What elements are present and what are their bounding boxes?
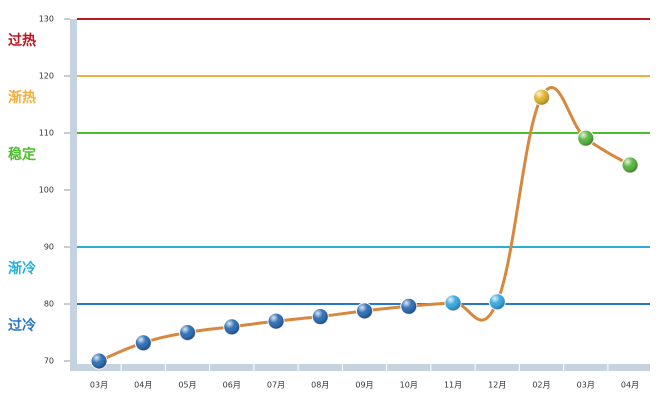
point-shine: [91, 353, 107, 369]
x-tick-label: 03月: [577, 381, 595, 390]
point-shine: [356, 302, 373, 319]
point-shine: [179, 324, 196, 341]
zone-label: 渐冷: [8, 260, 36, 277]
x-tick-label: 07月: [267, 381, 285, 390]
point-shine: [577, 130, 594, 147]
point-shine: [400, 298, 417, 315]
zone-label: 渐热: [8, 89, 36, 106]
point-shine: [445, 294, 461, 311]
y-tick-label: 100: [39, 186, 54, 195]
y-tick-label: 80: [44, 300, 54, 309]
point-shine: [312, 308, 329, 325]
x-axis-bar: [70, 364, 650, 371]
x-tick-label: 06月: [223, 381, 241, 390]
x-tick-label: 12月: [488, 381, 506, 390]
y-axis-bar: [70, 19, 77, 369]
point-shine: [533, 89, 550, 106]
zone-label: 过热: [8, 32, 36, 49]
zone-label: 过冷: [8, 317, 36, 334]
point-shine: [223, 318, 240, 335]
x-tick-label: 04月: [134, 381, 152, 390]
y-tick-label: 120: [39, 72, 54, 81]
y-tick-label: 130: [39, 15, 54, 24]
x-tick-label: 09月: [355, 381, 373, 390]
y-tick-label: 110: [39, 129, 54, 138]
x-tick-label: 10月: [400, 381, 418, 390]
zone-label: 稳定: [8, 146, 36, 163]
point-shine: [489, 293, 506, 310]
x-tick-label: 05月: [178, 381, 196, 390]
y-tick-label: 70: [44, 357, 54, 366]
point-shine: [135, 334, 152, 351]
line: [98, 86, 631, 363]
x-tick-label: 11月: [444, 381, 462, 390]
y-tick-label: 90: [44, 243, 54, 252]
point-shine: [268, 313, 284, 330]
point-shine: [622, 156, 638, 173]
x-tick-label: 03月: [90, 381, 108, 390]
x-tick-label: 02月: [532, 381, 550, 390]
x-tick-label: 08月: [311, 381, 329, 390]
x-tick-label: 04月: [621, 381, 639, 390]
